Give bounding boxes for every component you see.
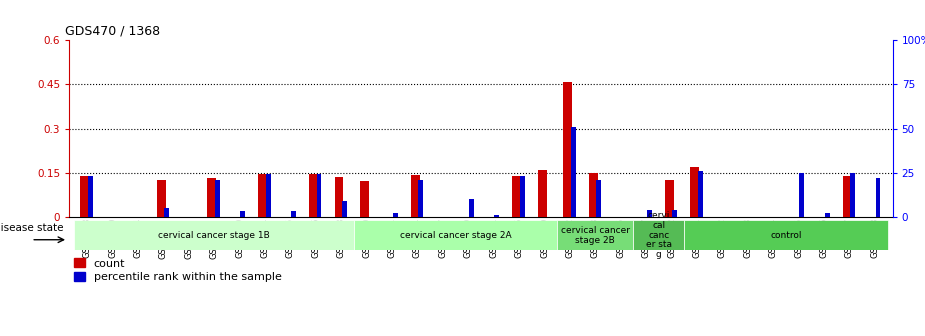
Text: GDS470 / 1368: GDS470 / 1368	[66, 25, 160, 38]
Bar	[684, 220, 888, 250]
Text: cervical cancer stage 2A: cervical cancer stage 2A	[400, 231, 512, 240]
Bar	[164, 208, 169, 217]
Bar	[647, 210, 652, 217]
Bar	[74, 220, 354, 250]
Bar	[697, 171, 703, 217]
Bar	[309, 173, 318, 217]
Bar	[825, 213, 830, 217]
Bar	[335, 177, 343, 217]
Bar	[342, 201, 347, 217]
Bar	[557, 220, 634, 250]
Bar	[316, 174, 322, 217]
Bar	[411, 175, 420, 217]
Bar	[690, 167, 699, 217]
Bar	[512, 176, 522, 217]
Bar	[469, 199, 474, 217]
Bar	[240, 211, 245, 217]
Bar	[571, 127, 575, 217]
Bar	[563, 82, 572, 217]
Bar	[850, 173, 855, 217]
Bar	[360, 181, 369, 217]
Bar	[80, 176, 90, 217]
Text: cervical cancer stage 1B: cervical cancer stage 1B	[158, 231, 270, 240]
Bar	[799, 173, 804, 217]
Bar	[634, 220, 684, 250]
Text: control: control	[771, 231, 802, 240]
Bar	[215, 180, 220, 217]
Legend: count, percentile rank within the sample: count, percentile rank within the sample	[69, 254, 286, 287]
Bar	[495, 215, 500, 217]
Bar	[393, 213, 398, 217]
Bar	[596, 180, 601, 217]
Bar	[88, 176, 92, 217]
Bar	[258, 174, 267, 217]
Bar	[354, 220, 557, 250]
Text: cervical cancer
stage 2B: cervical cancer stage 2B	[561, 226, 630, 245]
Bar	[156, 180, 166, 217]
Bar	[672, 210, 677, 217]
Bar	[876, 178, 881, 217]
Bar	[588, 173, 598, 217]
Text: cervi
cal
canc
er sta
g: cervi cal canc er sta g	[646, 211, 672, 259]
Bar	[291, 211, 296, 217]
Bar	[537, 170, 547, 217]
Bar	[207, 178, 216, 217]
Bar	[520, 176, 524, 217]
Bar	[265, 174, 271, 217]
Text: disease state: disease state	[0, 223, 64, 233]
Bar	[418, 180, 423, 217]
Bar	[843, 176, 852, 217]
Bar	[665, 180, 673, 217]
